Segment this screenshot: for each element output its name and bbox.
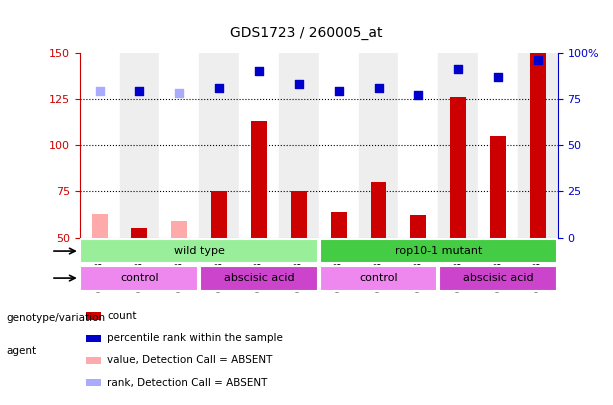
Bar (200, 266, 318, 290)
Text: control: control (120, 273, 159, 283)
Bar (120, 53, 159, 238)
Text: percentile rank within the sample: percentile rank within the sample (107, 333, 283, 343)
Point (134, 88, 145, 95)
Bar (359, 53, 398, 238)
Bar (398, 53, 438, 238)
Point (294, 81, 304, 87)
Point (413, 92, 423, 98)
Bar (279, 53, 319, 238)
Text: rop10-1 mutant: rop10-1 mutant (395, 246, 482, 256)
Bar (251, 121, 267, 238)
Text: GDS1723 / 260005_at: GDS1723 / 260005_at (230, 26, 383, 40)
Bar (199, 53, 239, 238)
Text: value, Detection Call = ABSENT: value, Detection Call = ABSENT (107, 356, 273, 365)
Bar (370, 182, 386, 238)
Text: count: count (107, 311, 137, 321)
Bar (319, 53, 359, 238)
Point (454, 66, 463, 72)
Bar (530, 53, 546, 238)
Text: agent: agent (6, 346, 36, 356)
Text: abscisic acid: abscisic acid (224, 273, 294, 283)
Bar (131, 228, 147, 238)
Text: wild type: wild type (174, 246, 224, 256)
Point (333, 88, 343, 95)
Bar (490, 136, 506, 238)
Bar (518, 53, 558, 238)
Bar (450, 97, 466, 238)
Point (254, 68, 264, 75)
Bar (478, 53, 518, 238)
Point (94, 88, 104, 95)
Point (175, 90, 185, 96)
Bar (319, 266, 438, 290)
Point (215, 85, 224, 91)
Point (533, 57, 543, 63)
Bar (331, 212, 347, 238)
Bar (439, 266, 557, 290)
Text: abscisic acid: abscisic acid (463, 273, 533, 283)
Bar (172, 221, 188, 238)
Bar (319, 239, 557, 264)
Text: genotype/variation: genotype/variation (6, 313, 105, 323)
Bar (80, 239, 318, 264)
Bar (80, 266, 199, 290)
Text: rank, Detection Call = ABSENT: rank, Detection Call = ABSENT (107, 378, 268, 388)
Point (373, 85, 384, 91)
Point (493, 73, 503, 80)
Bar (159, 53, 199, 238)
Text: control: control (359, 273, 398, 283)
Bar (80, 53, 120, 238)
Bar (411, 215, 427, 238)
Bar (239, 53, 279, 238)
Bar (291, 191, 306, 238)
Bar (438, 53, 478, 238)
Bar (211, 191, 227, 238)
Bar (92, 213, 108, 238)
